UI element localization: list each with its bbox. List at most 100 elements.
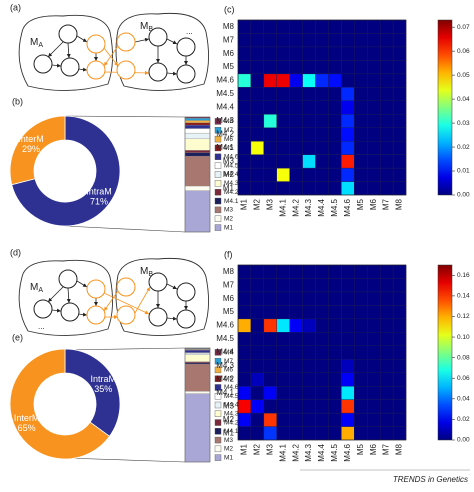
heatmap-cell [289, 87, 303, 101]
heatmap-cell [392, 264, 407, 279]
heatmap-cell [276, 154, 290, 169]
heatmap-cell [302, 19, 316, 34]
heatmap-cell [328, 33, 342, 48]
colorbar-tick-label: 0.03 [457, 120, 470, 127]
heatmap-cell [250, 114, 265, 128]
heatmap-cell [341, 154, 355, 169]
heatmap-cell [354, 264, 368, 279]
bar-segment [184, 120, 211, 123]
heatmap-cell [289, 167, 303, 182]
bar-segment [184, 361, 211, 363]
heatmap-cell [367, 127, 381, 142]
y-tick-label: M7 [223, 35, 235, 44]
y-tick-label: M2 [223, 415, 235, 424]
heatmap-cell [289, 359, 303, 373]
x-tick-label: M4.3 [304, 443, 313, 461]
heatmap-cell [354, 412, 368, 427]
legend-label: M4.2 [224, 189, 239, 196]
legend-label: M4.2 [224, 419, 239, 426]
module-label: MA [30, 282, 43, 294]
heatmap-cell [250, 332, 265, 346]
heatmap-cell [237, 385, 252, 400]
heatmap-cell [341, 140, 355, 155]
legend-swatch [214, 410, 222, 417]
heatmap-cell [341, 291, 355, 306]
heatmap-cell [250, 399, 265, 414]
heatmap-cell [263, 426, 277, 441]
colorbar-tick-label: 0.02 [457, 144, 470, 151]
x-tick-label: M6 [369, 443, 378, 455]
legend-swatch [214, 197, 222, 205]
heatmap-cell [237, 46, 252, 61]
heatmap-cell [392, 114, 407, 128]
heatmap-cell [276, 291, 290, 306]
ellipsis: ... [38, 322, 45, 331]
heatmap-cell [328, 19, 342, 34]
legend-swatch [214, 144, 222, 152]
heatmap-cell [315, 19, 329, 34]
heatmap-cell [302, 305, 316, 320]
heatmap-cell [392, 412, 407, 427]
x-tick-label: M5 [356, 198, 365, 210]
bar-segment [184, 132, 211, 140]
heatmap-cell [367, 19, 381, 34]
heatmap-cell [276, 318, 290, 333]
heatmap-cell [302, 87, 316, 101]
heatmap-cell [367, 46, 381, 61]
heatmap-cell [328, 318, 342, 333]
y-tick-label: M4.2 [216, 375, 234, 384]
heatmap-cell [276, 332, 290, 346]
heatmap-cell [250, 167, 265, 182]
heatmap-cell [263, 33, 277, 48]
y-tick-label: M6 [223, 294, 235, 303]
heatmap-cell [263, 87, 277, 101]
y-tick-label: M4.5 [216, 334, 234, 343]
heatmap-cell [276, 359, 290, 373]
heatmap-cell [315, 426, 329, 441]
heatmap-cell [379, 60, 394, 75]
heatmap-cell [315, 332, 329, 346]
bar-segment [184, 350, 211, 353]
legend-swatch [214, 349, 222, 356]
heatmap-cell [328, 399, 342, 414]
legend-label: M6 [224, 367, 233, 374]
heatmap-cell [354, 46, 368, 61]
heatmap-cell [328, 87, 342, 101]
ellipsis: ... [186, 27, 193, 36]
heatmap-cell [328, 412, 342, 427]
heatmap-cell [276, 385, 290, 400]
heatmap-cell [315, 318, 329, 333]
y-tick-label: M4.1 [216, 143, 234, 152]
y-tick-label: M2 [223, 170, 235, 179]
heatmap-cell [263, 73, 277, 88]
heatmap-cell [354, 87, 368, 101]
heatmap-cell [367, 385, 381, 400]
heatmap-cell [392, 87, 407, 101]
heatmap-cell [341, 114, 355, 128]
heatmap-cell [237, 114, 252, 128]
slice-value: 65% [18, 423, 36, 433]
heatmap-cell [237, 33, 252, 48]
y-tick-label: M8 [223, 22, 235, 31]
heatmap-cell [354, 114, 368, 128]
heatmap-cell [302, 264, 316, 279]
legend-label: M4.6 [224, 154, 239, 161]
heatmap-cell [250, 60, 265, 75]
module-label: MA [30, 37, 43, 49]
heatmap-cell [276, 278, 290, 293]
heatmap-cell [237, 305, 252, 320]
heatmap-cell [289, 412, 303, 427]
heatmap-cell [250, 264, 265, 279]
y-tick-label: M4.6 [216, 76, 234, 85]
heatmap-cell [302, 167, 316, 182]
heatmap-cell [315, 264, 329, 279]
heatmap-cell [341, 385, 355, 400]
heatmap-cell [250, 19, 265, 34]
heatmap-cell [276, 60, 290, 75]
heatmap-cell [367, 318, 381, 333]
heatmap-cell [341, 87, 355, 101]
heatmap-cell [328, 385, 342, 400]
legend-swatch [214, 127, 222, 134]
colorbar [437, 264, 453, 441]
heatmap-cell [315, 87, 329, 101]
